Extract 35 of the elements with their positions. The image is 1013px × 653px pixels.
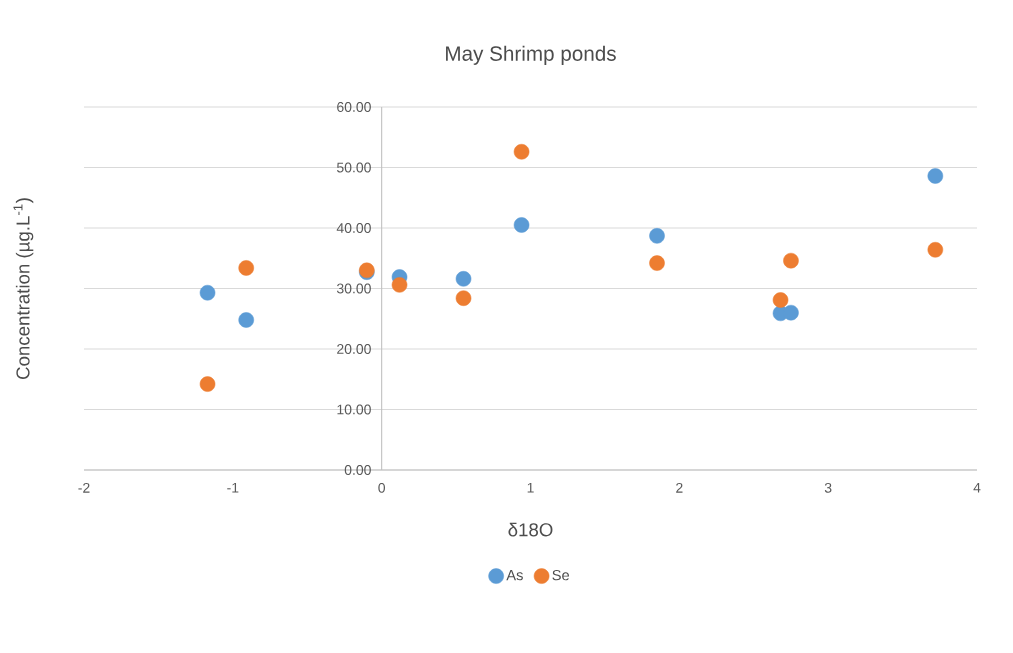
point: [199, 284, 216, 301]
point: [927, 242, 944, 258]
x-tick-label: 4: [973, 482, 981, 493]
y-tick-label: 60.00: [337, 102, 371, 112]
point: [455, 290, 472, 306]
x-tick-label: 2: [676, 482, 683, 493]
point: [927, 168, 944, 184]
point: [455, 271, 472, 287]
y-tick-label: 40.00: [336, 223, 371, 233]
x-tick-label: 0: [378, 482, 386, 493]
chart-title: May Shrimp ponds: [446, 45, 616, 65]
legend-label: As: [506, 570, 523, 581]
point: [783, 252, 799, 269]
point: [649, 228, 665, 244]
y-tick-label: 30.00: [336, 283, 371, 294]
point: [649, 255, 665, 271]
y-tick-label: 10.00: [337, 404, 371, 415]
point: [783, 304, 799, 321]
point: [772, 292, 789, 308]
x-tick-label: 1: [527, 482, 534, 493]
x-axis-title: δ18O: [508, 522, 553, 537]
point: [391, 277, 408, 293]
legend-label: Se: [552, 569, 570, 581]
point: [513, 217, 530, 233]
point: [238, 312, 254, 328]
y-axis-title: Concentration (µg.L$^{-1}$): [13, 198, 34, 379]
x-tick-label: -2: [78, 482, 90, 493]
y-tick-label: 50.00: [336, 162, 371, 173]
y-tick-label: 20.00: [337, 344, 371, 354]
point: [238, 260, 254, 276]
point: [513, 144, 530, 160]
x-tick-label: 3: [824, 482, 832, 493]
y-tick-label: 0.00: [344, 465, 371, 475]
x-tick-label: -1: [227, 482, 239, 493]
point: [199, 376, 216, 392]
